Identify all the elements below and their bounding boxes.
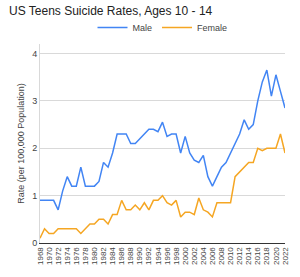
svg-text:2020: 2020 — [272, 247, 281, 265]
svg-text:3: 3 — [32, 96, 37, 106]
svg-text:2018: 2018 — [262, 247, 271, 265]
svg-text:1984: 1984 — [108, 247, 117, 265]
svg-text:1994: 1994 — [154, 247, 163, 265]
svg-text:1990: 1990 — [135, 247, 144, 265]
svg-text:1986: 1986 — [117, 247, 126, 265]
svg-text:2022: 2022 — [281, 247, 290, 265]
svg-text:2: 2 — [32, 143, 37, 153]
svg-text:Rate (per 100,000 Population): Rate (per 100,000 Population) — [16, 83, 26, 204]
svg-text:1972: 1972 — [54, 247, 63, 265]
svg-text:Female: Female — [197, 23, 227, 33]
svg-text:1974: 1974 — [63, 247, 72, 265]
svg-text:2012: 2012 — [235, 247, 244, 265]
svg-text:0: 0 — [32, 238, 37, 248]
svg-text:1970: 1970 — [45, 247, 54, 265]
svg-text:1980: 1980 — [90, 247, 99, 265]
svg-text:1978: 1978 — [81, 247, 90, 265]
svg-text:2004: 2004 — [199, 247, 208, 265]
svg-text:2000: 2000 — [181, 247, 190, 265]
svg-text:4: 4 — [32, 49, 37, 59]
svg-text:Male: Male — [133, 23, 153, 33]
svg-text:2002: 2002 — [190, 247, 199, 265]
svg-text:1: 1 — [32, 191, 37, 201]
svg-text:1998: 1998 — [172, 247, 181, 265]
svg-text:1982: 1982 — [99, 247, 108, 265]
svg-text:2010: 2010 — [226, 247, 235, 265]
svg-text:1988: 1988 — [126, 247, 135, 265]
svg-text:1968: 1968 — [36, 247, 45, 265]
svg-text:2016: 2016 — [253, 247, 262, 265]
svg-text:2006: 2006 — [208, 247, 217, 265]
svg-text:1976: 1976 — [72, 247, 81, 265]
svg-text:1992: 1992 — [144, 247, 153, 265]
svg-text:2014: 2014 — [244, 247, 253, 265]
svg-text:2008: 2008 — [217, 247, 226, 265]
svg-text:US Teens Suicide Rates, Ages 1: US Teens Suicide Rates, Ages 10 - 14 — [9, 4, 213, 18]
svg-text:1996: 1996 — [163, 247, 172, 265]
